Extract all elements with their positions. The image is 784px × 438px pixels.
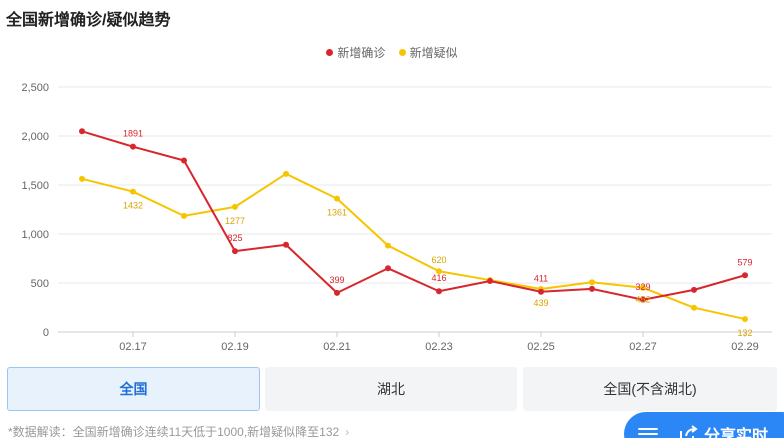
legend-label-confirmed: 新增确诊 bbox=[337, 46, 386, 60]
legend-dot-confirmed bbox=[326, 49, 334, 56]
data-point-suspected bbox=[283, 170, 289, 177]
data-label-confirmed: 1891 bbox=[123, 129, 143, 139]
data-label-suspected: 1277 bbox=[225, 216, 245, 226]
x-tick-label: 02.27 bbox=[629, 341, 657, 353]
x-tick-label: 02.25 bbox=[527, 341, 555, 353]
y-tick-label: 2,000 bbox=[21, 131, 49, 143]
data-point-suspected bbox=[436, 268, 442, 275]
data-point-confirmed bbox=[742, 272, 748, 279]
y-tick-label: 2,500 bbox=[21, 82, 49, 94]
data-point-confirmed bbox=[334, 289, 340, 296]
y-tick-label: 500 bbox=[31, 278, 49, 290]
data-point-suspected bbox=[640, 284, 646, 291]
data-point-confirmed bbox=[283, 241, 289, 248]
tab-label: 全国(不含湖北) bbox=[603, 381, 697, 397]
data-label-confirmed: 825 bbox=[227, 233, 242, 243]
data-label-suspected: 1432 bbox=[123, 201, 143, 211]
tab-label: 全国 bbox=[119, 381, 148, 397]
share-icon bbox=[678, 425, 698, 438]
data-label-confirmed: 399 bbox=[329, 275, 344, 285]
data-point-suspected bbox=[385, 242, 391, 249]
tab-nationwide[interactable]: 全国 bbox=[7, 367, 260, 411]
data-point-suspected bbox=[589, 279, 595, 286]
x-tick-label: 02.23 bbox=[425, 341, 453, 353]
data-point-suspected bbox=[79, 175, 85, 182]
y-tick-label: 0 bbox=[43, 327, 49, 339]
data-label-confirmed: 329 bbox=[635, 282, 650, 292]
data-point-confirmed bbox=[691, 286, 697, 293]
y-tick-label: 1,500 bbox=[21, 180, 49, 192]
x-tick-label: 02.21 bbox=[323, 341, 351, 353]
data-label-confirmed: 416 bbox=[431, 273, 446, 283]
share-realtime-button[interactable]: 分享实时 bbox=[624, 412, 784, 438]
share-label: 分享实时 bbox=[704, 428, 769, 438]
x-tick-label: 02.17 bbox=[119, 341, 147, 353]
legend-item-suspected[interactable]: 新增疑似 bbox=[398, 44, 458, 61]
data-point-confirmed bbox=[538, 288, 544, 295]
series-line-confirmed bbox=[81, 130, 746, 301]
data-point-confirmed bbox=[130, 143, 136, 150]
data-point-suspected bbox=[130, 188, 136, 195]
data-label-confirmed: 579 bbox=[737, 257, 752, 267]
chevron-right-icon: › bbox=[345, 425, 350, 438]
data-point-suspected bbox=[334, 195, 340, 202]
data-label-suspected: 452 bbox=[635, 295, 650, 305]
y-tick-label: 1,000 bbox=[21, 229, 49, 241]
data-point-suspected bbox=[232, 203, 238, 210]
data-point-confirmed bbox=[436, 288, 442, 295]
data-point-confirmed bbox=[79, 128, 85, 135]
data-interpretation-note[interactable]: *数据解读：全国新增确诊连续11天低于1000,新增疑似降至132 › bbox=[8, 423, 349, 438]
line-chart: 0 500 1,000 1,500 2,000 2,500 02.17 02.19 02.21 0… bbox=[21, 82, 772, 353]
series-line-suspected bbox=[81, 172, 746, 321]
data-label-suspected: 132 bbox=[737, 328, 752, 338]
data-point-confirmed bbox=[232, 248, 238, 255]
tab-hubei[interactable]: 湖北 bbox=[265, 367, 517, 411]
data-label-suspected: 1361 bbox=[327, 208, 347, 218]
chart-title: 全国新增确诊/疑似趋势 bbox=[6, 12, 171, 29]
x-tick-label: 02.29 bbox=[731, 341, 759, 353]
data-point-suspected bbox=[181, 212, 187, 219]
data-point-confirmed bbox=[640, 296, 646, 303]
legend-item-confirmed[interactable]: 新增确诊 bbox=[326, 44, 385, 61]
data-label-suspected: 620 bbox=[431, 255, 446, 265]
note-text: *数据解读：全国新增确诊连续11天低于1000,新增疑似降至132 bbox=[8, 425, 340, 438]
data-point-confirmed bbox=[181, 157, 187, 164]
x-tick-label: 02.19 bbox=[221, 341, 249, 353]
tab-label: 湖北 bbox=[377, 381, 405, 397]
menu-icon bbox=[638, 425, 658, 438]
data-label-suspected: 439 bbox=[533, 298, 548, 308]
data-label-confirmed: 411 bbox=[534, 274, 548, 284]
data-point-confirmed bbox=[589, 285, 595, 292]
legend-label-suspected: 新增疑似 bbox=[409, 46, 458, 60]
data-point-suspected bbox=[742, 316, 748, 323]
data-point-confirmed bbox=[385, 265, 391, 272]
region-tabs: 全国 湖北 全国(不含湖北) bbox=[7, 367, 777, 411]
data-point-suspected bbox=[691, 304, 697, 311]
tab-nationwide-excl-hubei[interactable]: 全国(不含湖北) bbox=[523, 367, 777, 411]
legend-dot-suspected bbox=[398, 49, 406, 56]
data-point-confirmed bbox=[487, 278, 493, 285]
chart-legend: 新增确诊 新增疑似 bbox=[0, 44, 784, 61]
